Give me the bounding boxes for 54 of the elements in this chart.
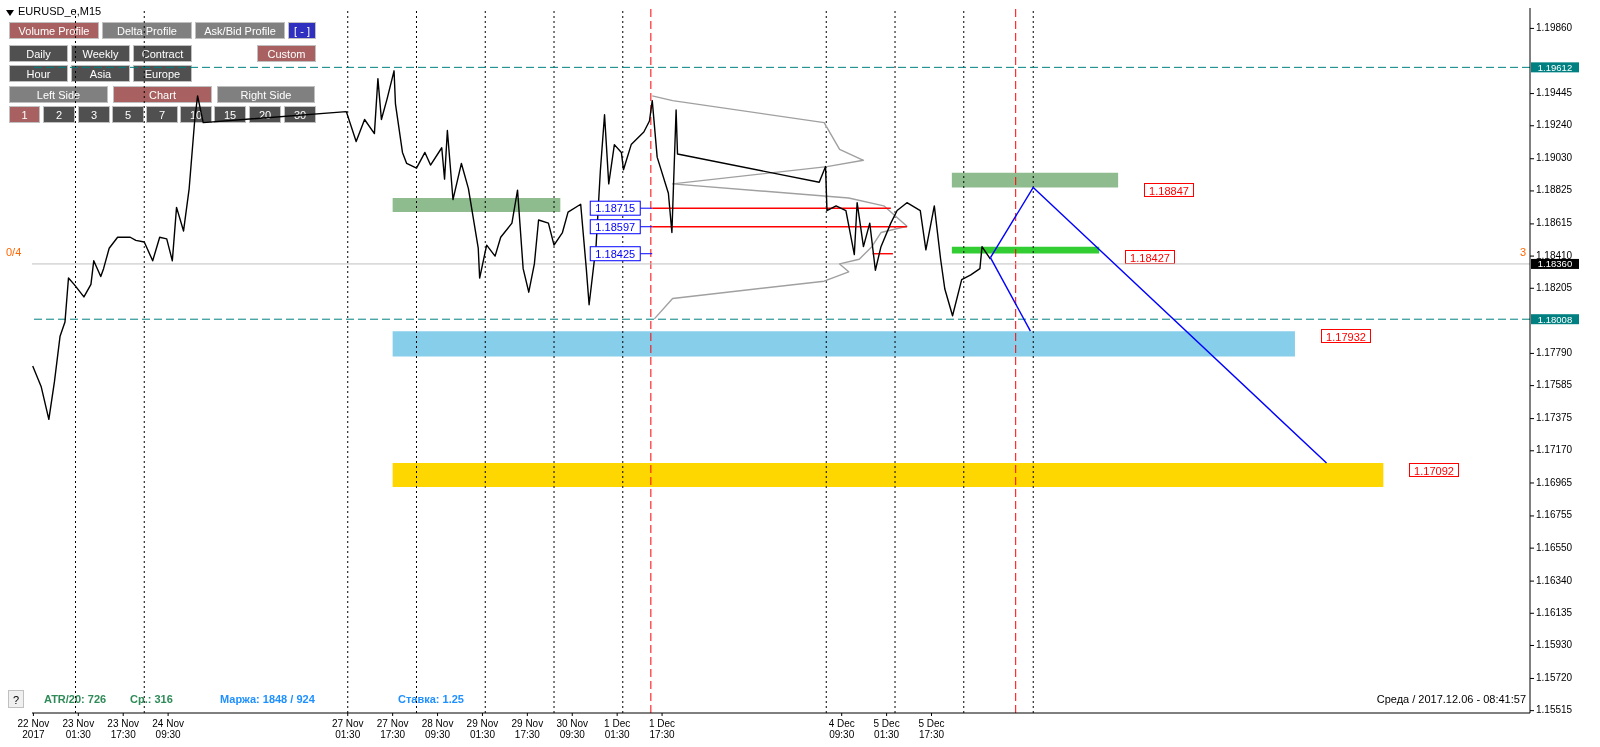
annotation: 1.17092 <box>1409 463 1459 477</box>
annotation: 3 <box>1518 245 1526 259</box>
annotation: ATR/20: 726 <box>44 693 107 705</box>
x-tick-label: 29 Nov 17:30 <box>511 718 544 740</box>
y-tick-label: 1.16135 <box>1536 606 1573 618</box>
y-tick-label: 1.18615 <box>1536 217 1573 229</box>
y-tick-label: 1.16755 <box>1536 509 1573 521</box>
annotation: 1.18597 <box>595 220 636 233</box>
x-tick-label: 5 Dec 17:30 <box>918 718 945 740</box>
x-tick-label: 22 Nov 2017 <box>17 718 50 740</box>
y-tick-label: 1.18825 <box>1536 184 1573 196</box>
x-tick-label: 29 Nov 01:30 <box>466 718 499 740</box>
annotation: Ставка: 1.25 <box>398 692 465 706</box>
y-tick-label: 1.16965 <box>1536 476 1573 488</box>
ref-line-label: 1.18008 <box>1537 313 1573 325</box>
annotation: Ср.: 316 <box>130 692 174 706</box>
x-tick-label: 1 Dec 17:30 <box>649 718 676 740</box>
x-tick-label: 24 Nov 09:30 <box>152 718 184 740</box>
x-tick-label: 1 Dec 01:30 <box>604 718 631 740</box>
y-tick-label: 1.17170 <box>1536 444 1573 456</box>
annotation: 1.18425 <box>595 247 636 260</box>
annotation: 1.18715 <box>595 202 636 215</box>
y-tick-label: 1.18410 <box>1536 249 1573 261</box>
y-tick-label: 1.15720 <box>1536 672 1573 684</box>
annotation: Среда / 2017.12.06 - 08:41:57 <box>1375 692 1526 706</box>
y-tick-label: 1.16550 <box>1536 541 1573 553</box>
x-tick-label: 30 Nov 09:30 <box>556 718 589 740</box>
y-tick-label: 1.19030 <box>1536 152 1573 164</box>
text: ? <box>8 690 24 708</box>
annotation: 1.17932 <box>1321 329 1371 343</box>
y-tick-label: 1.19445 <box>1536 87 1573 99</box>
text: 0/4 <box>6 245 23 259</box>
x-tick-label: 23 Nov 17:30 <box>107 718 140 740</box>
annotation: 1.18847 <box>1144 183 1194 197</box>
x-tick-label: 23 Nov 01:30 <box>62 718 95 740</box>
annotation: Маржа: 1848 / 924 <box>220 692 316 706</box>
y-tick-label: 1.17790 <box>1536 346 1573 358</box>
x-tick-label: 27 Nov 17:30 <box>376 718 409 740</box>
y-tick-label: 1.19860 <box>1536 21 1573 33</box>
y-tick-label: 1.15930 <box>1536 639 1573 651</box>
y-tick-label: 1.17585 <box>1536 379 1573 391</box>
x-tick-label: 27 Nov 01:30 <box>331 718 364 740</box>
ref-line-label: 1.19612 <box>1537 61 1573 73</box>
y-tick-label: 1.18205 <box>1536 281 1573 293</box>
x-tick-label: 28 Nov 09:30 <box>421 718 454 740</box>
y-tick-label: 1.19240 <box>1536 119 1573 131</box>
chart-title: EURUSD_e,M15 <box>18 5 102 17</box>
x-tick-label: 5 Dec 01:30 <box>873 718 900 740</box>
y-tick-label: 1.16340 <box>1536 574 1573 586</box>
ref-line-label: 1.18360 <box>1537 258 1573 270</box>
annotation: 1.18427 <box>1125 250 1175 264</box>
x-tick-label: 4 Dec 09:30 <box>828 718 855 740</box>
y-tick-label: 1.15515 <box>1536 704 1573 716</box>
y-tick-label: 1.17375 <box>1536 412 1573 424</box>
